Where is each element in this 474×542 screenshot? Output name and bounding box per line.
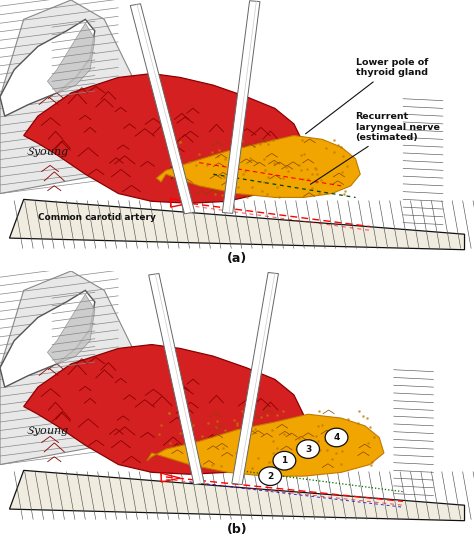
Text: Common carotid artery: Common carotid artery [38,213,156,222]
Polygon shape [47,23,95,93]
Polygon shape [24,74,303,203]
Text: (b): (b) [227,523,247,536]
Text: 2: 2 [267,472,273,481]
Polygon shape [222,1,260,214]
Text: 1: 1 [281,456,288,465]
Circle shape [297,440,319,459]
Polygon shape [0,271,133,464]
Text: 3: 3 [305,444,311,454]
Polygon shape [156,136,360,197]
Circle shape [325,428,348,447]
Polygon shape [147,414,384,476]
Polygon shape [130,4,195,214]
Text: $\mathcal{S}$young: $\mathcal{S}$young [26,145,69,159]
Text: $\mathcal{S}$young: $\mathcal{S}$young [26,424,69,437]
Polygon shape [24,345,303,474]
Polygon shape [232,273,278,485]
Polygon shape [149,274,204,485]
Text: Recurrent
laryngeal nerve
(estimated): Recurrent laryngeal nerve (estimated) [310,112,439,184]
Polygon shape [47,294,95,364]
Polygon shape [0,0,133,193]
Text: (a): (a) [227,252,247,265]
Circle shape [273,451,296,470]
Polygon shape [0,20,95,116]
Polygon shape [9,199,465,250]
Text: 4: 4 [333,433,340,442]
Polygon shape [0,291,95,387]
Polygon shape [9,470,465,521]
Circle shape [259,467,282,486]
Text: Lower pole of
thyroid gland: Lower pole of thyroid gland [306,58,428,134]
